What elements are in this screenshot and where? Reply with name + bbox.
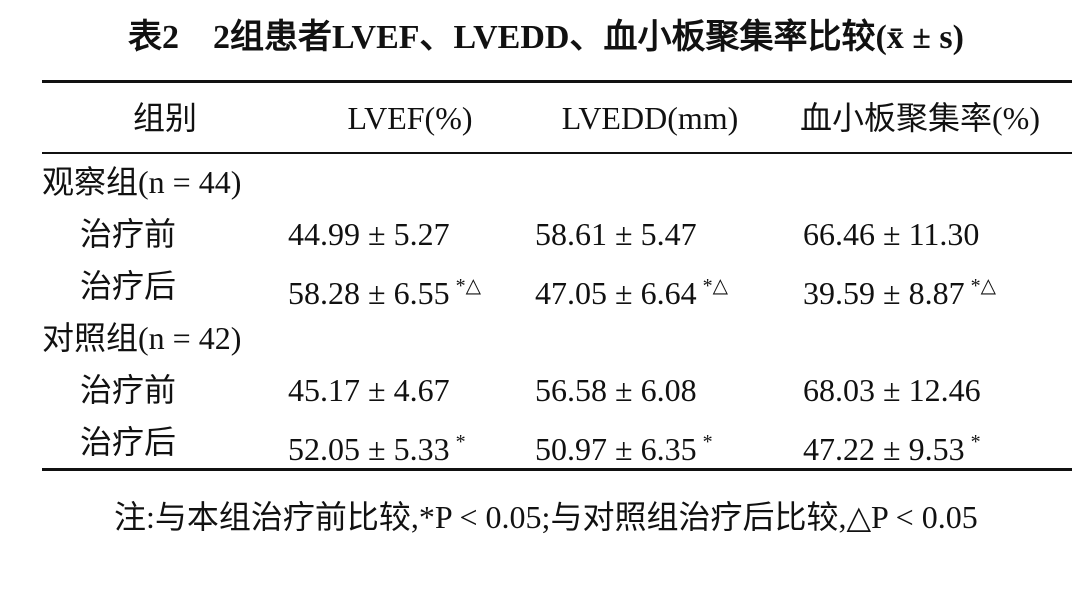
cell: 56.58 ± 6.08 (535, 370, 697, 410)
cell-marker: * (970, 431, 981, 453)
table-title: 表2 2组患者LVEF、LVEDD、血小板聚集率比较(x̄ ± s) (128, 19, 964, 56)
table-note: 注:与本组治疗前比较,*P < 0.05;与对照组治疗后比较,△P < 0.05 (114, 499, 978, 535)
column-header: LVEDD(mm) (561, 100, 739, 136)
cell-value: 47.05 ± 6.64 (535, 275, 697, 311)
group-label: 对照组(n = 42) (42, 320, 242, 356)
row-label: 治疗后 (80, 268, 177, 304)
cell-value: 47.22 ± 9.53 (803, 431, 965, 467)
cell: 66.46 ± 11.30 (803, 214, 979, 254)
cell-value: 58.61 ± 5.47 (535, 216, 697, 252)
column-header: 组别 (132, 100, 197, 136)
cell: 45.17 ± 4.67 (288, 370, 450, 410)
cell: 47.22 ± 9.53 * (803, 422, 981, 469)
cell-value: 44.99 ± 5.27 (288, 216, 450, 252)
cell-value: 56.58 ± 6.08 (535, 372, 697, 408)
cell-marker: * (702, 431, 713, 453)
cell-marker: *△ (970, 275, 996, 297)
cell: 58.28 ± 6.55 *△ (288, 266, 481, 313)
row-label: 治疗前 (80, 216, 177, 252)
cell-value: 50.97 ± 6.35 (535, 431, 697, 467)
column-header: LVEF(%) (347, 100, 473, 136)
cell-marker: *△ (455, 275, 481, 297)
top-rule (42, 80, 1072, 83)
cell: 52.05 ± 5.33 * (288, 422, 466, 469)
cell-marker: * (455, 431, 466, 453)
cell-value: 68.03 ± 12.46 (803, 372, 981, 408)
cell-value: 39.59 ± 8.87 (803, 275, 965, 311)
cell: 47.05 ± 6.64 *△ (535, 266, 728, 313)
cell: 44.99 ± 5.27 (288, 214, 450, 254)
cell-marker: *△ (702, 275, 728, 297)
cell: 39.59 ± 8.87 *△ (803, 266, 996, 313)
group-label: 观察组(n = 44) (42, 164, 242, 200)
cell-value: 66.46 ± 11.30 (803, 216, 980, 252)
cell-value: 45.17 ± 4.67 (288, 372, 450, 408)
bottom-rule (42, 468, 1072, 471)
cell: 68.03 ± 12.46 (803, 370, 981, 410)
header-rule (42, 152, 1072, 154)
cell: 50.97 ± 6.35 * (535, 422, 713, 469)
column-header: 血小板聚集率(%) (800, 100, 1040, 136)
cell: 58.61 ± 5.47 (535, 214, 697, 254)
row-label: 治疗前 (80, 372, 177, 408)
cell-value: 58.28 ± 6.55 (288, 275, 450, 311)
cell-value: 52.05 ± 5.33 (288, 431, 450, 467)
row-label: 治疗后 (80, 424, 177, 460)
